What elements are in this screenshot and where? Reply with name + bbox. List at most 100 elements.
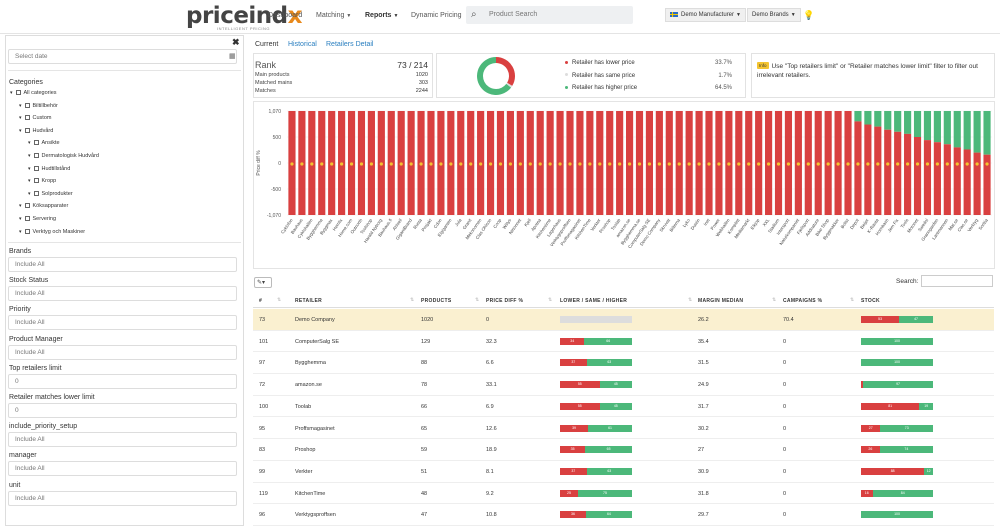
- bar-lower[interactable]: [953, 147, 961, 215]
- table-cell-retailer[interactable]: Bygghemma: [295, 360, 326, 367]
- sort-icon[interactable]: ⇅: [410, 297, 415, 303]
- nav-reports[interactable]: Reports ▼: [365, 12, 398, 19]
- bar-lower[interactable]: [933, 142, 941, 215]
- tree-toggle-icon[interactable]: ▾: [19, 216, 22, 222]
- table-header[interactable]: LOWER / SAME / HIGHER: [560, 298, 628, 304]
- bar-lower[interactable]: [874, 126, 882, 215]
- table-cell-retailer[interactable]: amazon.se: [295, 382, 322, 389]
- checkbox[interactable]: [24, 102, 30, 108]
- bar-higher[interactable]: [854, 111, 862, 122]
- bar-lower[interactable]: [894, 131, 902, 215]
- bar-higher[interactable]: [864, 111, 872, 125]
- bar-lower[interactable]: [854, 121, 862, 215]
- brand-logo[interactable]: priceindx: [186, 3, 303, 29]
- filter-input[interactable]: Include All: [8, 432, 237, 448]
- table-cell-retailer[interactable]: Proshop: [295, 447, 316, 454]
- tree-toggle-icon[interactable]: ▾: [28, 153, 31, 159]
- filter-input[interactable]: Include All: [8, 344, 237, 360]
- nav-dynamic-pricing[interactable]: Dynamic Pricing: [411, 12, 462, 19]
- filter-input[interactable]: 0: [8, 403, 237, 418]
- checkbox[interactable]: [33, 153, 39, 159]
- category-item[interactable]: ▾ Ansikte: [28, 140, 60, 146]
- table-row[interactable]: [253, 439, 994, 461]
- bar-lower[interactable]: [913, 137, 922, 215]
- bar-lower[interactable]: [983, 154, 991, 215]
- bar-lower[interactable]: [904, 133, 912, 215]
- tree-toggle-icon[interactable]: ▾: [28, 140, 31, 147]
- table-row[interactable]: [253, 483, 994, 505]
- table-cell-retailer[interactable]: Proffsmagasinet: [295, 425, 335, 432]
- filter-input[interactable]: Include All: [8, 461, 237, 477]
- bar-higher[interactable]: [884, 111, 892, 130]
- sort-icon[interactable]: ⇅: [548, 297, 553, 303]
- table-header[interactable]: STOCK: [861, 298, 880, 304]
- tree-toggle-icon[interactable]: ▾: [19, 228, 22, 235]
- table-row[interactable]: [253, 331, 994, 353]
- bar-higher[interactable]: [953, 111, 961, 148]
- table-row[interactable]: [253, 374, 994, 396]
- checkbox[interactable]: [24, 127, 30, 133]
- checkbox[interactable]: [24, 216, 30, 222]
- table-row[interactable]: [253, 352, 994, 375]
- category-item[interactable]: ▾ All categories: [10, 90, 57, 96]
- tree-toggle-icon[interactable]: ▾: [28, 165, 31, 172]
- sort-icon[interactable]: ⇅: [772, 297, 777, 303]
- tree-toggle-icon[interactable]: ▾: [19, 115, 22, 122]
- table-header[interactable]: PRODUCTS: [421, 298, 452, 304]
- tree-toggle-icon[interactable]: ▾: [19, 102, 22, 109]
- tab-historical[interactable]: Historical: [288, 41, 317, 48]
- nav-dashboard[interactable]: Dashboard: [268, 12, 302, 19]
- filter-input[interactable]: Include All: [8, 257, 237, 272]
- table-header[interactable]: CAMPAIGNS %: [783, 298, 823, 304]
- checkbox[interactable]: [33, 140, 39, 146]
- table-row[interactable]: [253, 418, 994, 440]
- bar-higher[interactable]: [983, 111, 991, 155]
- category-item[interactable]: ▾ Hudvård: [19, 128, 53, 134]
- calendar-icon[interactable]: ▦: [229, 53, 236, 60]
- filter-input[interactable]: Include All: [8, 490, 237, 506]
- bar-higher[interactable]: [874, 111, 882, 127]
- table-cell-retailer[interactable]: Demo Company: [295, 317, 335, 323]
- sort-icon[interactable]: ⇅: [688, 297, 693, 303]
- sort-icon[interactable]: ⇅: [850, 297, 855, 303]
- category-item[interactable]: ▾ Custom: [19, 115, 51, 121]
- tree-toggle-icon[interactable]: ▾: [28, 190, 31, 197]
- tab-retailers-detail[interactable]: Retailers Detail: [326, 41, 374, 48]
- tree-toggle-icon[interactable]: ▾: [10, 90, 13, 96]
- table-header[interactable]: MARGIN MEDIAN: [698, 298, 744, 304]
- table-row[interactable]: [253, 396, 994, 418]
- bar-higher[interactable]: [963, 111, 971, 150]
- table-row[interactable]: [253, 504, 994, 526]
- bar-higher[interactable]: [933, 111, 941, 143]
- table-header[interactable]: #: [259, 298, 263, 304]
- bar-lower[interactable]: [923, 140, 932, 215]
- checkbox[interactable]: [24, 228, 30, 234]
- tree-toggle-icon[interactable]: ▾: [28, 178, 31, 185]
- category-item[interactable]: ▾ Servering: [19, 216, 56, 222]
- table-cell-retailer[interactable]: ComputerSalg SE: [295, 338, 340, 345]
- checkbox[interactable]: [24, 203, 30, 209]
- bar-lower[interactable]: [963, 149, 971, 215]
- tree-toggle-icon[interactable]: ▾: [19, 127, 22, 134]
- category-item[interactable]: ▾ Verktyg och Maskiner: [19, 229, 85, 235]
- checkbox[interactable]: [24, 115, 30, 121]
- filter-input[interactable]: Include All: [8, 315, 237, 331]
- manufacturer-dropdown[interactable]: Demo Manufacturer ▼: [665, 8, 746, 22]
- filter-input[interactable]: Include All: [8, 286, 237, 302]
- category-item[interactable]: ▾ Köksapparater: [19, 203, 68, 209]
- table-cell-retailer[interactable]: Verkter: [295, 468, 313, 475]
- checkbox[interactable]: [15, 90, 21, 96]
- bar-higher[interactable]: [973, 111, 981, 153]
- table-cell-retailer[interactable]: Toolab: [295, 403, 312, 410]
- table-cell-retailer[interactable]: Verktygsproffsen: [295, 512, 336, 519]
- table-cell-retailer[interactable]: KitchenTime: [295, 490, 326, 497]
- filter-input[interactable]: 0: [8, 373, 237, 389]
- lightbulb-icon[interactable]: 💡: [803, 10, 815, 20]
- sort-icon[interactable]: ⇅: [277, 297, 282, 303]
- bar-higher[interactable]: [943, 111, 951, 145]
- checkbox[interactable]: [33, 165, 39, 171]
- bar-higher[interactable]: [923, 111, 932, 141]
- product-search[interactable]: ⌕ Product Search: [466, 6, 633, 24]
- category-item[interactable]: ▾ Biltillbehör: [19, 103, 58, 109]
- bar-higher[interactable]: [894, 111, 902, 132]
